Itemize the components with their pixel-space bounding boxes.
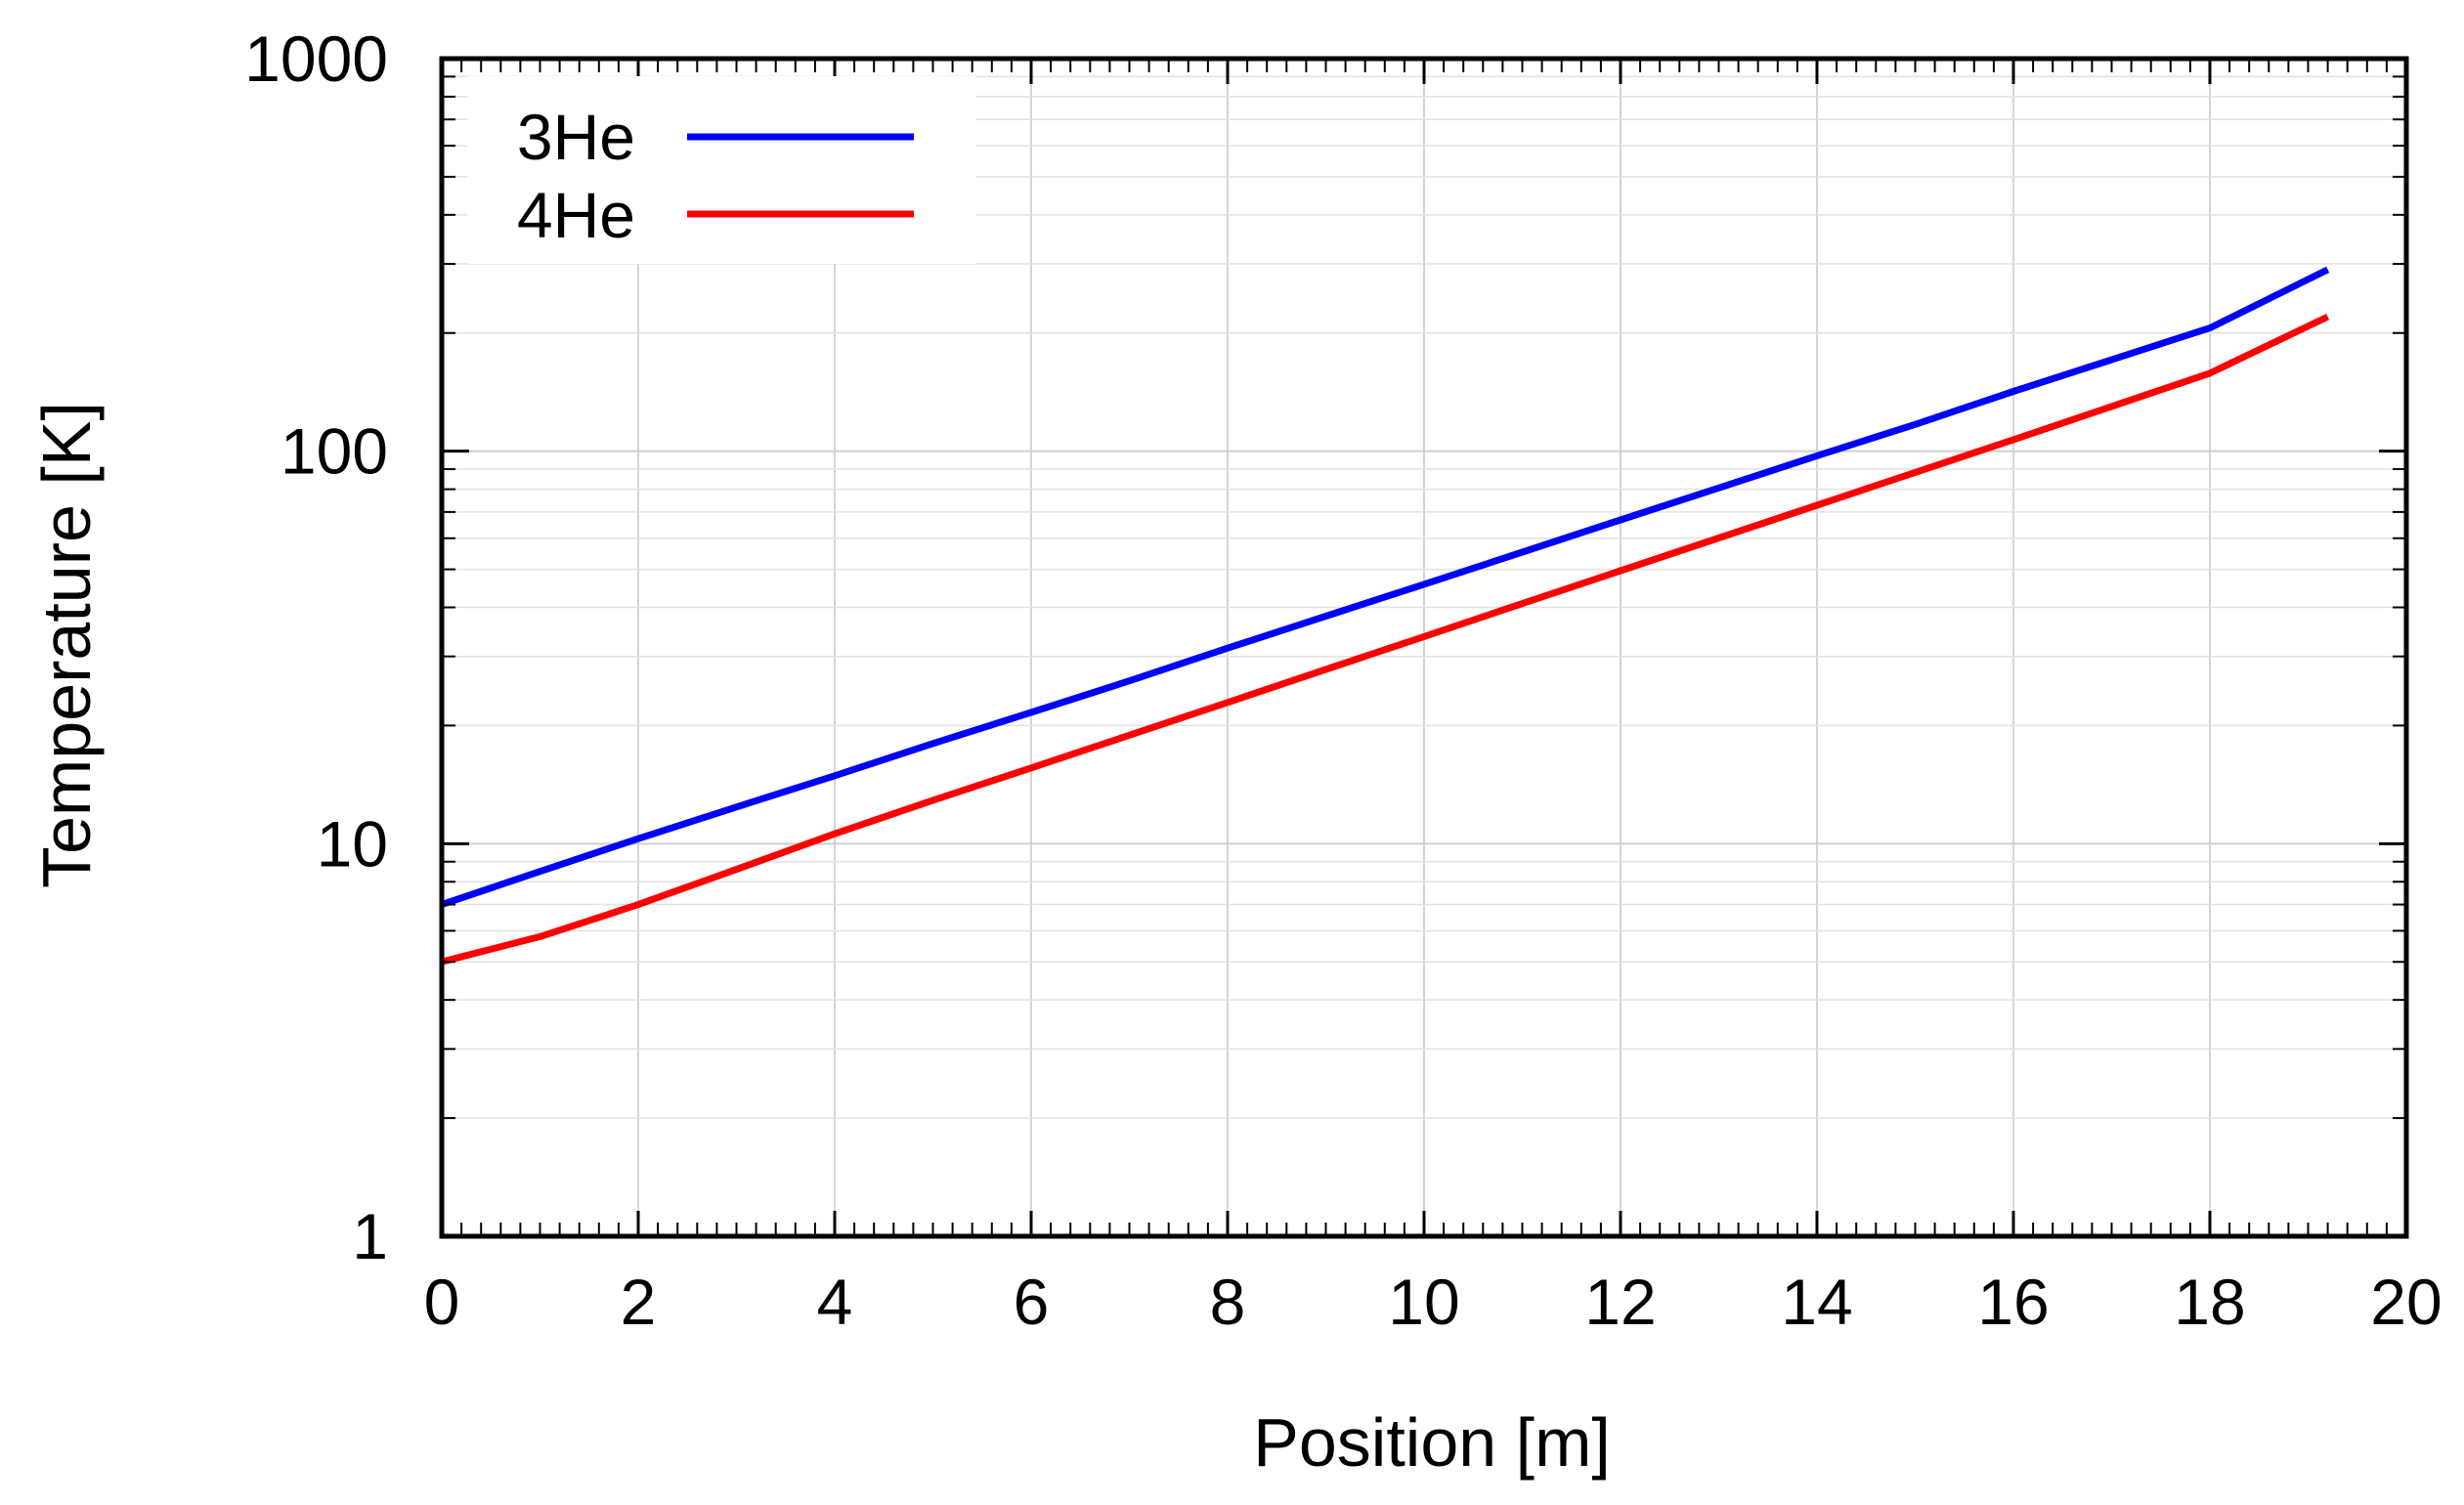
legend-background: [467, 76, 975, 264]
x-tick-label: 8: [1210, 1266, 1246, 1338]
y-axis-title: Temperature [K]: [28, 402, 105, 888]
series-line-4he: [441, 313, 2330, 966]
plot-lines: [440, 266, 2330, 966]
x-axis-title: Position [m]: [1253, 1404, 1611, 1481]
x-tick-label: 4: [817, 1266, 853, 1338]
plot-frame: [439, 56, 2409, 1239]
tick-labels: 0 2 4 6 8 10 12 14 16 18 20 1 10 100 1000: [244, 22, 2442, 1338]
series-line-3he: [440, 266, 2330, 908]
x-tick-label: 0: [424, 1266, 460, 1338]
legend: 3He 4He: [467, 76, 975, 264]
x-tick-label: 6: [1014, 1266, 1050, 1338]
legend-label-4he: 4He: [517, 179, 635, 251]
x-tick-label: 12: [1584, 1266, 1656, 1338]
y-tick-label: 10: [317, 807, 388, 880]
x-tick-label: 10: [1388, 1266, 1459, 1338]
legend-label-3he: 3He: [517, 101, 635, 173]
y-tick-label: 1: [352, 1200, 388, 1272]
y-tick-label: 100: [281, 415, 388, 488]
x-tick-label: 2: [621, 1266, 657, 1338]
x-tick-label: 18: [2174, 1266, 2245, 1338]
x-tick-label: 14: [1781, 1266, 1852, 1338]
y-tick-label: 1000: [244, 22, 388, 95]
x-tick-label: 16: [1977, 1266, 2049, 1338]
x-tick-label: 20: [2370, 1266, 2442, 1338]
